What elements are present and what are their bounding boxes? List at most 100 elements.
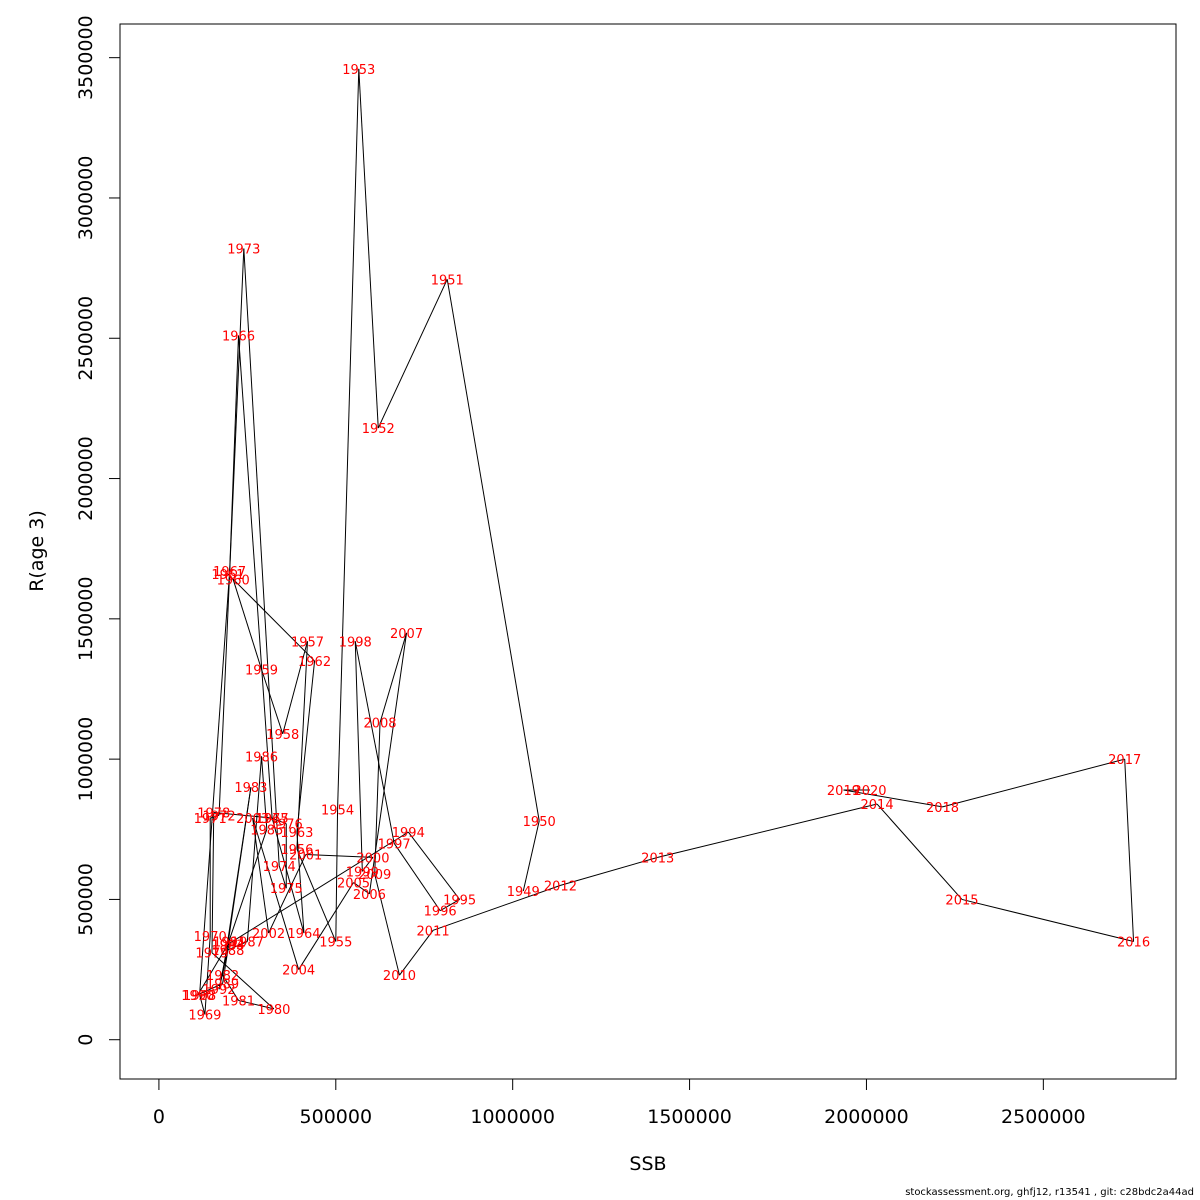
series-segment [961,898,1134,942]
series-segment [876,803,963,900]
point-label-2012: 2012 [544,879,577,894]
series-segment [227,829,268,945]
x-tick-label: 500000 [300,1106,373,1128]
point-label-2014: 2014 [861,798,894,813]
point-label-1991: 1991 [213,936,246,951]
x-tick-label: 2000000 [824,1106,909,1128]
series-segment [282,641,308,735]
series-segment [227,941,248,951]
point-label-1994: 1994 [392,826,425,841]
series-segment [211,812,215,953]
series-segment [374,722,381,875]
series-segment [374,874,400,976]
series-segment [446,279,540,821]
point-label-1953: 1953 [342,63,375,78]
series-segment [243,248,280,866]
series-segment [353,882,370,895]
footer-credit: stockassessment.org, ghfj12, r13541 , gi… [905,1187,1194,1198]
series-segment [522,820,540,892]
point-label-1963: 1963 [280,826,313,841]
point-label-1962: 1962 [298,655,331,670]
point-label-1984: 1984 [211,938,244,953]
series-segment [393,843,441,911]
point-label-1964: 1964 [287,927,320,942]
series-segment [942,758,1125,808]
x-axis-title: SSB [629,1153,666,1175]
series-segment [261,669,284,735]
series-segment [238,335,273,819]
series-segment [199,994,206,1015]
series-segment [296,848,337,942]
point-label-1973: 1973 [227,242,260,257]
point-label-1987: 1987 [231,936,264,951]
series-segment [218,944,229,990]
series-segment [232,579,262,670]
point-label-1949: 1949 [507,885,540,900]
point-label-1952: 1952 [362,422,395,437]
point-label-1968: 1968 [183,989,216,1004]
point-label-2017: 2017 [1108,753,1141,768]
series-segment [657,803,878,858]
x-tick-label: 1000000 [470,1106,555,1128]
point-label-2002: 2002 [252,927,285,942]
x-axis: 0 500000 1000000 1500000 2000000 2500000 [153,1078,1086,1128]
point-label-2011: 2011 [417,924,450,939]
point-label-1986: 1986 [245,750,278,765]
point-label-2016: 2016 [1117,936,1150,951]
y-tick-label: 2000000 [75,436,97,521]
y-axis: 0 500000 1000000 1500000 2000000 2500000 30000… [75,15,121,1046]
x-tick-label: 1500000 [647,1106,732,1128]
year-labels: 1949 1950 1951 1952 1953 1954 1955 1956 1957 1958… [181,63,1150,1024]
series-segment [358,68,379,429]
y-tick-label: 3000000 [75,156,97,241]
series-segment [271,817,287,825]
series-segment [227,573,315,662]
point-label-1995: 1995 [443,893,476,908]
point-label-1997: 1997 [378,837,411,852]
series-segment [377,279,448,429]
point-label-2020: 2020 [853,784,886,799]
y-tick-label: 1500000 [75,577,97,662]
series-segment [354,641,363,872]
series-segment [296,660,316,833]
plot-frame [119,23,1177,1080]
series-segment [197,941,231,996]
series-segment [197,983,223,996]
point-label-2005: 2005 [337,877,370,892]
series-segment [227,831,409,945]
series-segment [296,832,305,934]
series-segment [210,814,220,819]
series-segment [432,884,561,931]
series-segment [278,865,287,889]
point-label-1993: 1993 [211,938,244,953]
point-label-1951: 1951 [431,273,464,288]
series-segment [268,854,307,934]
point-label-1983: 1983 [234,781,267,796]
series-segment [439,898,460,912]
series-segment [252,817,270,934]
point-label-1966: 1966 [222,329,255,344]
y-tick-label: 0 [75,1034,97,1046]
y-tick-label: 3500000 [75,15,97,100]
series-segment [199,571,231,995]
series-segment [227,787,252,945]
point-label-1990: 1990 [181,989,214,1004]
point-label-1972: 1972 [203,809,236,824]
point-label-1998: 1998 [339,635,372,650]
point-label-1992: 1992 [203,983,236,998]
point-label-1999: 1999 [346,865,379,880]
point-label-1969: 1969 [188,1008,221,1023]
point-label-1974: 1974 [263,860,296,875]
point-label-1979: 1979 [195,947,228,962]
point-label-2015: 2015 [945,893,978,908]
point-label-2008: 2008 [363,717,396,732]
point-label-1970: 1970 [194,930,227,945]
point-label-1959: 1959 [245,663,278,678]
series-segment [407,831,461,900]
point-label-2019: 2019 [827,784,860,799]
point-label-1957: 1957 [291,635,324,650]
series-segment [261,756,268,830]
series-segment [305,854,373,858]
point-label-1954: 1954 [321,804,354,819]
point-label-1961: 1961 [211,568,244,583]
